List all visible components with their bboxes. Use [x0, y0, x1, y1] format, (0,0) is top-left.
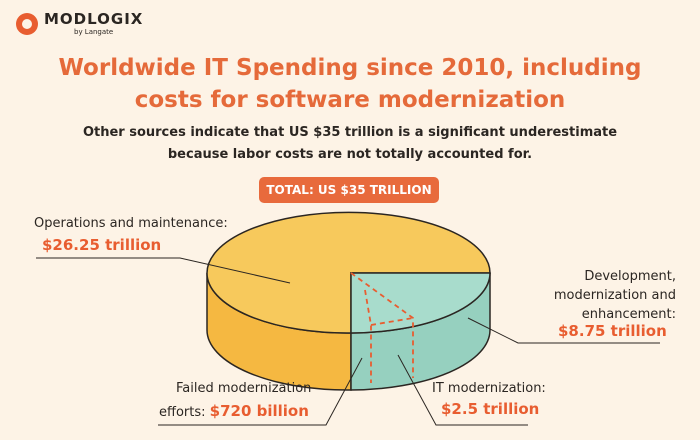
- ops-slice-top: [206, 211, 491, 334]
- logo-subtitle: by Langate: [74, 28, 114, 36]
- subtitle-line-2: because labor costs are not totally acco…: [167, 147, 533, 162]
- itmod-label: IT modernization:: [432, 381, 546, 396]
- failed-leader-line: [158, 357, 363, 426]
- itmod-value: $2.5 trillion: [441, 400, 540, 418]
- failed-label-line-1: Failed modernization: [176, 381, 312, 396]
- dev-leader-line: [467, 317, 660, 344]
- total-badge: TOTAL: US $35 TRILLION: [259, 177, 439, 203]
- ops-label: Operations and maintenance:: [34, 216, 228, 231]
- dev-label-line-1: Development,: [584, 269, 676, 284]
- page-subtitle: Other sources indicate that US $35 trill…: [0, 122, 700, 166]
- failed-label-prefix: efforts:: [159, 405, 206, 420]
- page-title: Worldwide IT Spending since 2010, includ…: [0, 52, 700, 116]
- it-modernization-dashes: [350, 272, 414, 383]
- ops-leader-line: [36, 257, 291, 284]
- subtitle-line-1: Other sources indicate that US $35 trill…: [82, 125, 618, 140]
- dev-label-line-3: enhancement:: [581, 307, 676, 322]
- dev-value: $8.75 trillion: [558, 322, 667, 340]
- logo-mark-icon: [16, 13, 38, 35]
- dev-slice-top: [350, 272, 491, 334]
- title-line-1: Worldwide IT Spending since 2010, includ…: [58, 55, 642, 81]
- dev-label-line-2: modernization and: [553, 288, 676, 303]
- failed-label: efforts: $720 billion: [159, 402, 309, 422]
- ops-value: $26.25 trillion: [42, 236, 162, 254]
- itmod-leader-line: [397, 354, 528, 426]
- logo-name: MODLOGIX: [44, 10, 144, 28]
- dev-label: Development, modernization and enhanceme…: [520, 267, 676, 324]
- brand-logo: MODLOGIX by Langate: [16, 12, 143, 36]
- title-line-2: costs for software modernization: [134, 87, 566, 113]
- failed-value: $720 billion: [209, 402, 309, 420]
